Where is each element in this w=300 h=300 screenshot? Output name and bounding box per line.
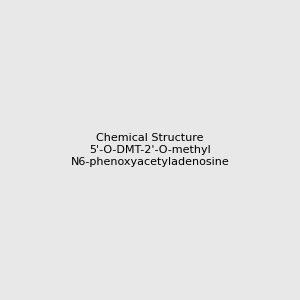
Text: Chemical Structure
5'-O-DMT-2'-O-methyl
N6-phenoxyacetyladenosine: Chemical Structure 5'-O-DMT-2'-O-methyl … [70,134,230,166]
